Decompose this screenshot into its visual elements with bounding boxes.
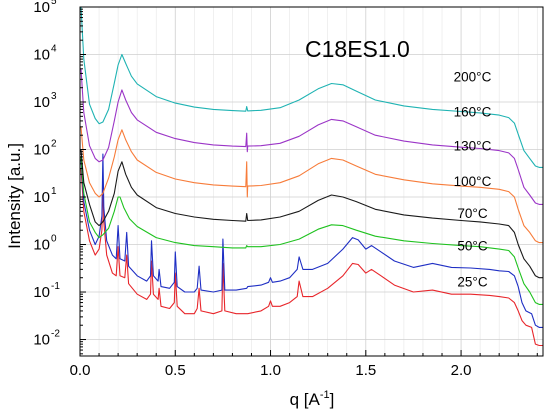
- series-line-130C: [80, 126, 543, 244]
- series-label: 130°C: [454, 139, 492, 154]
- x-axis-label: q [A-1]: [290, 389, 335, 409]
- series-group: [80, 6, 543, 347]
- series-label: 100°C: [454, 174, 492, 189]
- y-tick-label: 10: [33, 237, 50, 254]
- y-tick-label-exponent: 3: [51, 91, 57, 102]
- y-tick-label: 10: [33, 189, 50, 206]
- y-tick-label-exponent: 1: [51, 186, 57, 197]
- y-tick-label: 10: [33, 0, 50, 16]
- series-label: 25°C: [457, 275, 487, 290]
- grid: [79, 6, 543, 356]
- series-line-160C: [80, 68, 543, 205]
- y-axis-label: Intensity [a.u.]: [5, 143, 24, 249]
- series-line-25C: [80, 168, 543, 347]
- y-tick-label-exponent: 5: [51, 0, 57, 7]
- series-line-100C: [80, 149, 543, 279]
- series-label: 160°C: [454, 104, 492, 119]
- y-tick-label: 10: [33, 284, 50, 301]
- x-axis-label-main: q [A: [290, 390, 321, 409]
- chart-title: C18ES1.0: [305, 36, 410, 62]
- y-tick-label: 10: [33, 142, 50, 159]
- series-label: 50°C: [457, 238, 487, 253]
- x-tick-label: 0.5: [165, 362, 186, 379]
- x-axis-label-close: ]: [330, 390, 335, 409]
- series-line-50C: [80, 153, 543, 328]
- x-tick-label: 0.0: [70, 362, 91, 379]
- x-tick-label: 2.0: [451, 362, 472, 379]
- series-label: 70°C: [457, 206, 487, 221]
- plot-frame: [79, 6, 544, 357]
- x-tick-label: 1.5: [355, 362, 376, 379]
- y-tick-label: 10: [33, 47, 50, 64]
- y-tick-label-exponent: 4: [51, 44, 57, 55]
- series-labels: 25°C 50°C 70°C 100°C 130°C 160°C 200°C: [454, 70, 492, 290]
- y-tick-label-exponent: -2: [51, 329, 60, 340]
- y-tick-label: 10: [33, 94, 50, 111]
- x-tick-label: 1.0: [260, 362, 281, 379]
- y-tick-label-exponent: -1: [51, 281, 60, 292]
- series-line-200C: [80, 6, 543, 168]
- x-axis-label-exponent: -1: [320, 389, 330, 401]
- y-tick-label-exponent: 2: [51, 139, 57, 150]
- series-line-70C: [80, 156, 543, 305]
- y-tick-label: 10: [33, 332, 50, 349]
- y-tick-label-exponent: 0: [51, 234, 57, 245]
- series-label: 200°C: [454, 70, 492, 85]
